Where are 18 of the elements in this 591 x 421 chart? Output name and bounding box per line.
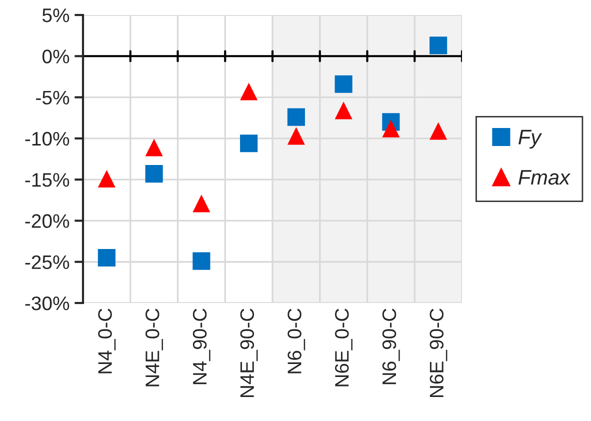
x-tick-label: N6_90-C [382,308,400,384]
y-tick-label: 0% [42,50,70,64]
x-tick-label: N4_90-C [192,308,210,384]
y-tick-label: -20% [25,214,70,228]
x-tick-label: N4E_90-C [240,308,258,398]
y-tick-label: -30% [25,296,70,310]
y-tick-label: -25% [25,255,70,270]
y-tick-label: -15% [25,173,70,187]
y-tick-label: -5% [36,90,70,105]
legend-label: Fmax [518,170,571,185]
x-tick-label: N6E_0-C [335,308,352,386]
legend-label: Fy [518,130,542,149]
x-tick-label: N6_0-C [288,308,306,374]
x-tick-label: N4E_0-C [146,308,163,386]
x-tick-label: N6E_90-C [430,308,448,398]
x-tick-label: N4_0-C [98,308,116,374]
y-tick-label: 5% [42,8,70,22]
y-tick-label: -10% [25,132,70,146]
